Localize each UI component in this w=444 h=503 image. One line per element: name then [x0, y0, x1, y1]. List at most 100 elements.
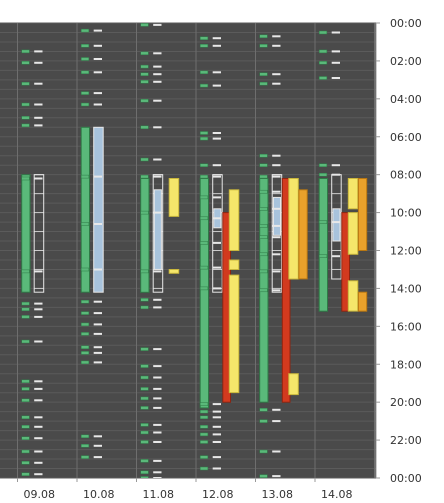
- event-marker-tick: [93, 29, 102, 32]
- y-tick-label: 02:00: [390, 55, 422, 68]
- event-marker: [199, 440, 209, 444]
- event-marker: [21, 315, 30, 319]
- event-marker: [199, 70, 209, 75]
- bar-green: [140, 178, 150, 293]
- event-marker: [140, 210, 149, 215]
- event-marker: [199, 265, 209, 270]
- event-marker: [80, 102, 90, 107]
- event-marker-tick: [93, 312, 102, 315]
- event-marker: [80, 44, 90, 48]
- event-marker: [259, 408, 268, 412]
- event-marker: [318, 254, 328, 258]
- event-marker: [318, 30, 328, 35]
- event-marker: [199, 409, 209, 414]
- event-marker: [21, 425, 30, 429]
- event-marker-tick: [93, 268, 102, 271]
- event-marker-tick: [212, 37, 221, 40]
- event-marker-tick: [212, 403, 221, 406]
- event-marker-tick: [212, 196, 221, 199]
- event-marker-tick: [93, 351, 102, 354]
- event-marker: [21, 461, 30, 465]
- event-marker-tick: [153, 270, 162, 273]
- event-marker-tick: [272, 73, 281, 76]
- event-marker: [21, 301, 30, 306]
- event-marker-tick: [153, 406, 162, 409]
- event-marker: [140, 269, 149, 274]
- event-marker-tick: [153, 365, 162, 368]
- event-marker: [318, 172, 328, 177]
- y-tick-label: 14:00: [390, 282, 422, 295]
- event-marker-tick: [93, 435, 102, 438]
- event-marker: [80, 434, 90, 439]
- event-marker-tick: [212, 44, 221, 47]
- event-marker-tick: [34, 308, 43, 311]
- bar-yellow: [347, 178, 359, 210]
- y-tick-label: 20:00: [390, 396, 422, 409]
- x-tick-label: 13.08: [262, 488, 294, 501]
- event-marker-tick: [93, 103, 102, 106]
- event-marker-tick: [331, 173, 340, 176]
- event-marker-tick: [153, 441, 162, 443]
- event-marker-tick: [212, 441, 221, 443]
- event-marker: [140, 51, 149, 56]
- event-marker: [199, 432, 209, 437]
- event-marker: [259, 235, 268, 239]
- x-tick-label: 10.08: [83, 488, 115, 501]
- bar-yellow: [347, 212, 359, 255]
- event-marker: [80, 455, 90, 459]
- event-marker-tick: [272, 450, 281, 453]
- event-marker-tick: [272, 82, 281, 85]
- event-marker: [199, 44, 209, 48]
- event-marker-tick: [34, 399, 43, 402]
- event-marker-tick: [153, 423, 162, 426]
- bar-green: [318, 178, 329, 312]
- event-marker-tick: [34, 50, 43, 53]
- event-marker: [21, 81, 30, 86]
- event-marker: [199, 402, 209, 406]
- event-marker-tick: [272, 408, 281, 411]
- event-marker-tick: [93, 346, 102, 349]
- event-marker: [80, 70, 90, 75]
- event-marker: [199, 425, 209, 429]
- event-marker: [80, 57, 90, 61]
- event-marker-tick: [93, 92, 102, 95]
- bar-orange: [298, 189, 308, 280]
- bar-blue: [272, 196, 281, 236]
- event-marker: [140, 298, 149, 302]
- event-marker-tick: [34, 103, 43, 106]
- event-marker-tick: [93, 44, 102, 47]
- event-marker: [199, 241, 209, 245]
- event-marker: [259, 163, 268, 167]
- event-marker: [318, 220, 328, 224]
- event-marker: [318, 61, 328, 65]
- event-marker: [140, 423, 149, 427]
- bar-green: [80, 126, 90, 293]
- event-marker: [140, 364, 149, 368]
- event-marker: [80, 91, 90, 95]
- event-marker-tick: [331, 221, 340, 224]
- y-tick-label: 18:00: [390, 358, 422, 371]
- event-marker: [21, 398, 30, 403]
- event-marker: [259, 269, 268, 274]
- event-marker-tick: [331, 164, 340, 167]
- bar-orange: [357, 291, 368, 312]
- event-marker-tick: [153, 397, 162, 400]
- event-marker-tick: [153, 348, 162, 351]
- event-marker-tick: [93, 300, 102, 303]
- event-marker: [140, 470, 149, 475]
- event-marker: [199, 83, 209, 88]
- event-marker: [199, 131, 209, 135]
- bar-yellow: [228, 189, 240, 252]
- event-marker-tick: [153, 23, 162, 26]
- event-marker: [21, 123, 30, 128]
- event-marker: [259, 153, 268, 158]
- event-marker: [21, 269, 30, 274]
- event-marker-tick: [34, 437, 43, 440]
- event-marker-tick: [153, 387, 162, 390]
- event-marker: [140, 440, 149, 444]
- event-marker: [80, 332, 90, 336]
- event-marker: [199, 216, 209, 221]
- event-marker: [140, 157, 149, 162]
- event-marker-tick: [93, 58, 102, 60]
- event-marker: [199, 195, 209, 200]
